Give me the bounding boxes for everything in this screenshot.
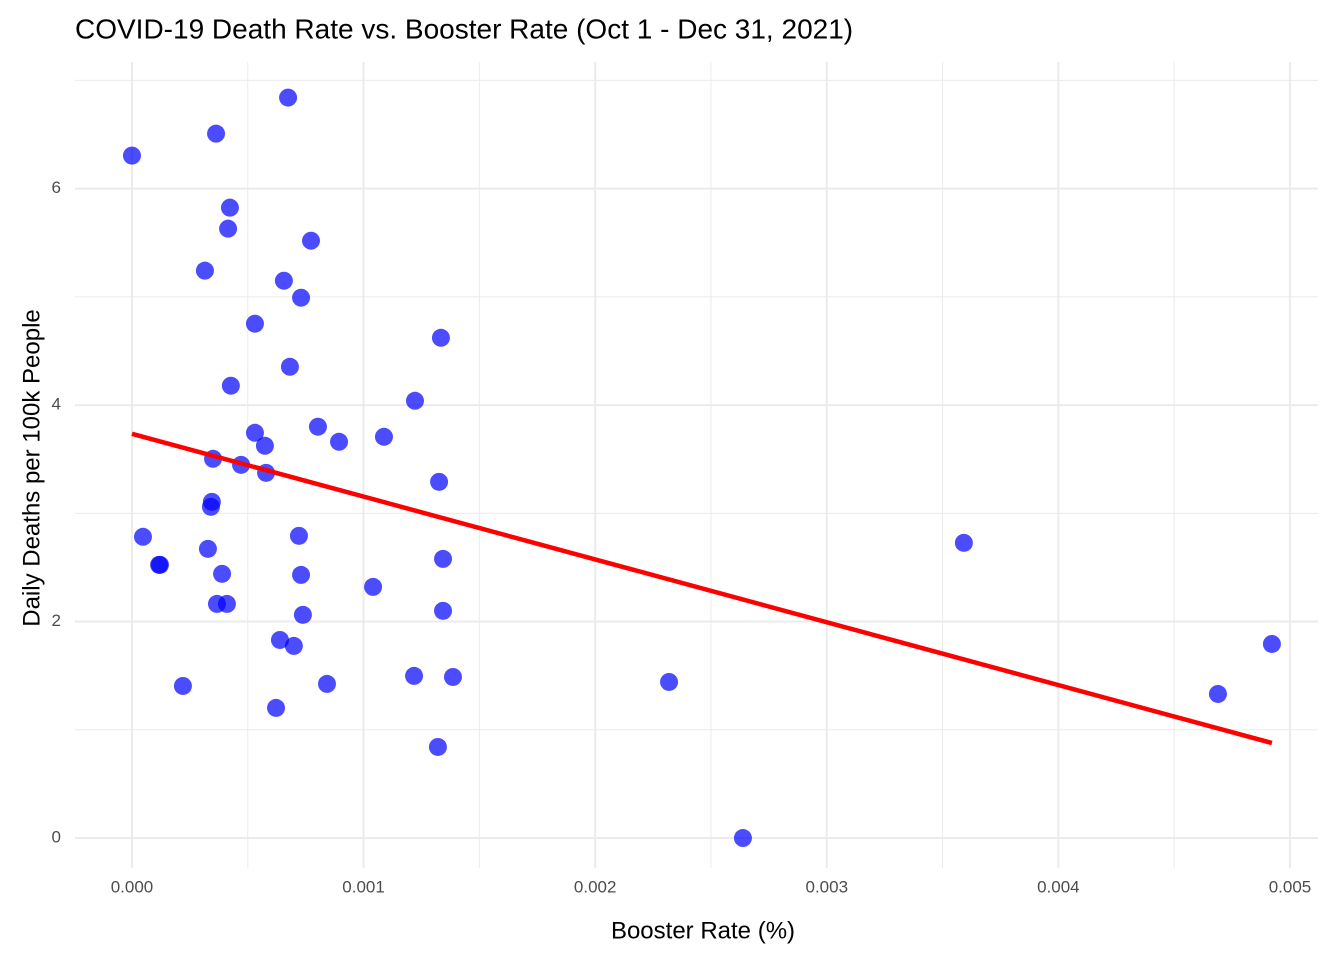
point [133,527,152,546]
point [317,674,336,693]
y-axis-label: Daily Deaths per 100k People [18,309,45,627]
point [213,564,232,583]
x-tick-label: 0.000 [111,877,154,896]
point [954,533,973,552]
point [122,146,141,165]
point [660,672,679,691]
point [292,288,311,307]
point [255,436,274,455]
point [221,376,240,395]
point [173,676,192,695]
point [434,601,453,620]
point [292,565,311,584]
x-tick-label: 0.002 [574,877,617,896]
point [1262,634,1281,653]
point [1208,684,1227,703]
point [443,667,462,686]
point [279,88,298,107]
y-tick-label: 2 [52,611,61,630]
point [289,526,308,545]
point [195,261,214,280]
x-tick-label: 0.003 [806,877,849,896]
point [280,357,299,376]
point [364,577,383,596]
point [207,124,226,143]
chart-title: COVID-19 Death Rate vs. Booster Rate (Oc… [75,13,853,44]
y-tick-label: 4 [52,395,61,414]
point [217,594,236,613]
trend-line [131,431,1273,746]
point [270,630,289,649]
point [434,549,453,568]
point [293,605,312,624]
x-tick-label: 0.004 [1037,877,1080,896]
point [245,314,264,333]
point [405,391,424,410]
point [330,432,349,451]
point [284,636,303,655]
y-tick-label: 0 [52,828,61,847]
x-tick-label: 0.005 [1269,877,1312,896]
y-tick-label: 6 [52,178,61,197]
point [302,231,321,250]
point [405,666,424,685]
point [201,497,220,516]
point [308,417,327,436]
point [150,555,169,574]
point [267,698,286,717]
point [198,539,217,558]
point [374,427,393,446]
point [274,271,293,290]
point [431,328,450,347]
point [219,219,238,238]
point [430,472,449,491]
point [733,829,752,848]
x-axis-label: Booster Rate (%) [611,917,795,944]
x-tick-label: 0.001 [342,877,385,896]
point [428,737,447,756]
point [220,198,239,217]
point [245,423,264,442]
